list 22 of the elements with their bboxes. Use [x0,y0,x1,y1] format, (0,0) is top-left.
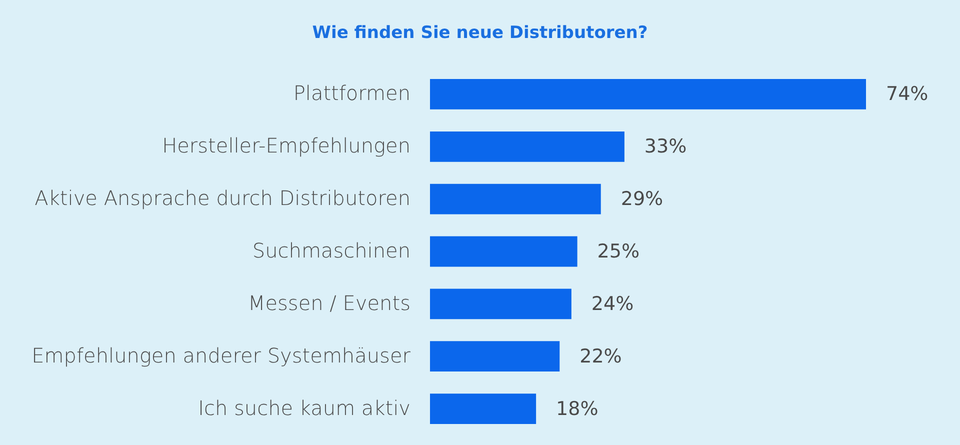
y-tick-label: Ich suche kaum aktiv [198,396,410,420]
bar [430,236,578,267]
bar [430,341,560,372]
chart-title: Wie finden Sie neue Distributoren? [312,23,648,43]
y-tick-label: Empfehlungen anderer Systemhäuser [32,343,412,368]
data-label: 22% [580,345,622,368]
y-tick-label: Aktive Ansprache durch Distributoren [34,186,410,210]
bar [430,184,601,214]
bar [430,288,572,320]
y-tick-label: Hersteller-Empfehlungen [162,134,410,158]
bar [430,131,624,162]
y-tick-label: Suchmaschinen [252,238,410,262]
data-label: 25% [597,240,640,262]
data-label: 33% [644,136,687,158]
data-label: 18% [556,398,598,420]
data-label: 74% [886,83,928,106]
bar [430,394,536,424]
data-label: 29% [620,188,664,210]
bar [430,79,866,110]
y-tick-label: Plattformen [293,81,410,106]
y-tick-label: Messen / Events [248,290,410,315]
data-label: 24% [591,292,634,315]
